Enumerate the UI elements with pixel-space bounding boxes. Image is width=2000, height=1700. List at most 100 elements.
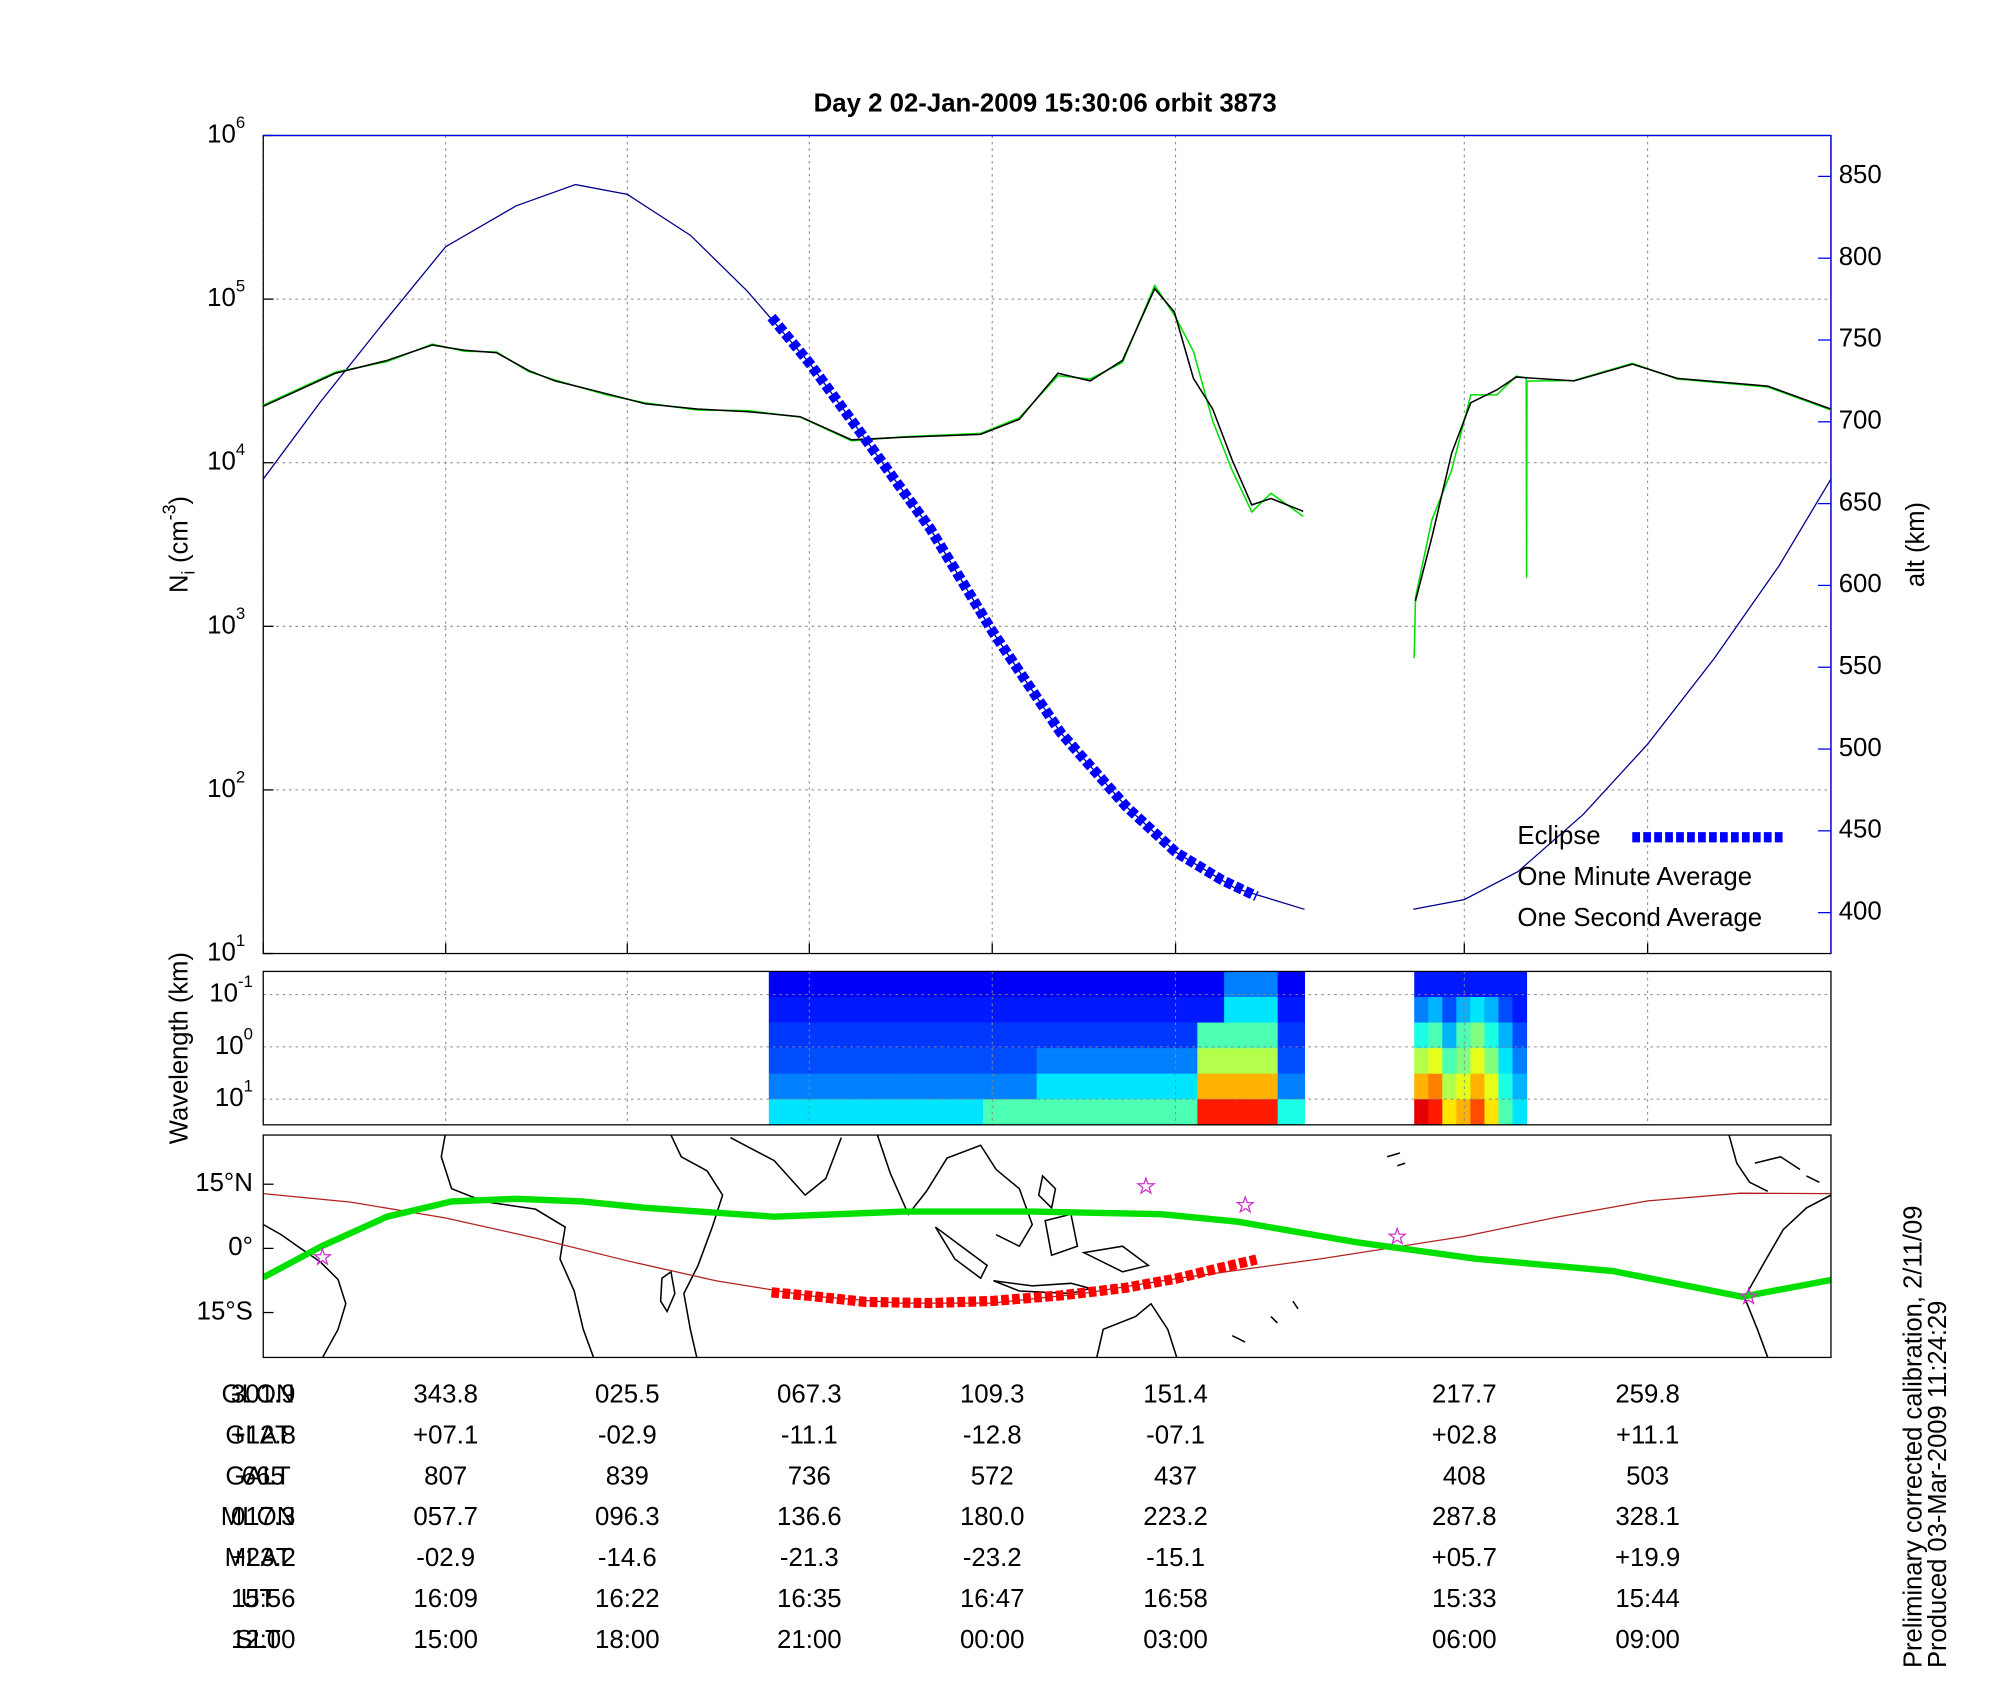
plot-frame	[262, 1134, 1832, 1359]
table-cell: +23.2	[231, 1544, 296, 1572]
spectrogram-cell	[1224, 996, 1252, 1024]
spectrogram-cell	[1170, 1073, 1198, 1100]
spectrogram-cell	[875, 1022, 904, 1049]
spectrogram-cell	[1428, 996, 1443, 1024]
table-cell: 12:00	[231, 1626, 296, 1654]
spectrogram-cell	[1498, 971, 1514, 998]
spectrogram-cell	[875, 971, 904, 998]
spectrogram-cell	[849, 1099, 877, 1126]
spectrogram-cell	[1470, 996, 1485, 1024]
spectrogram-cell	[929, 996, 957, 1024]
table-cell: 665	[242, 1462, 285, 1490]
spectrogram-cell	[849, 1022, 877, 1049]
y-tick-label-exp: 2	[236, 768, 245, 787]
spectrogram-cell	[1170, 996, 1198, 1024]
spectrogram-cell	[1498, 1073, 1514, 1100]
table-row-label: MLON	[221, 1503, 296, 1531]
y-tick-label: 15°S	[197, 1297, 253, 1325]
spectrogram-cell	[1456, 1048, 1471, 1075]
spectrogram-cell	[1456, 996, 1471, 1024]
table-cell: 259.8	[1615, 1381, 1680, 1409]
spectrogram-cell	[1090, 1022, 1118, 1049]
table-cell: 00:00	[960, 1626, 1025, 1654]
table-cell: -02.9	[416, 1544, 475, 1572]
spectrogram-cell	[1428, 1048, 1443, 1075]
y-tick-label: 106	[207, 113, 245, 148]
table-cell: -11.1	[781, 1422, 838, 1450]
spectrogram-cell	[1116, 971, 1145, 998]
spectrogram-cell	[1442, 1022, 1457, 1049]
spectrogram-cell	[1414, 1048, 1429, 1075]
spectrogram-cell	[1484, 996, 1499, 1024]
spectrogram-cell	[1277, 1022, 1305, 1049]
y-label-unit: (cm	[165, 520, 193, 563]
y2-tick-label: 700	[1839, 407, 1882, 435]
table-cell: 807	[424, 1462, 467, 1490]
table-cell: -15.1	[1146, 1544, 1205, 1572]
spectrogram-cell	[956, 1048, 984, 1075]
y-tick-label-base: 10	[207, 448, 236, 476]
spectrogram-cell	[1009, 1073, 1038, 1100]
table-cell: -14.6	[598, 1544, 657, 1572]
spectrogram-cell	[822, 1073, 850, 1100]
spectrogram-cell	[875, 1048, 904, 1075]
spectrogram-cell	[849, 971, 877, 998]
y-axis-label: Ni (cm-3)	[159, 496, 198, 593]
spectrogram-cell	[1197, 1073, 1225, 1100]
spectrogram-cell	[1063, 996, 1091, 1024]
spectrogram-cell	[1456, 1022, 1471, 1049]
table-cell: 15:00	[413, 1626, 478, 1654]
spectrogram-cell	[1470, 1099, 1485, 1126]
table-cell: 408	[1443, 1462, 1486, 1490]
table-cell: -21.3	[780, 1544, 839, 1572]
spectrogram-cell	[1197, 1022, 1225, 1049]
table-cell: 572	[971, 1462, 1014, 1490]
spectrogram-cell	[956, 971, 984, 998]
spectrogram-cell	[1143, 1022, 1172, 1049]
spectrogram-cell	[1414, 1099, 1429, 1126]
y-label-close: )	[165, 496, 193, 505]
spectrogram-cell	[983, 1099, 1011, 1126]
y-tick-label-exp: 1	[244, 1077, 253, 1096]
spectrogram-cell	[983, 971, 1011, 998]
y-tick-label-base: 10	[207, 611, 236, 639]
spectrogram-cell	[768, 1073, 797, 1100]
table-cell: 096.3	[595, 1503, 660, 1531]
y-tick-label: 15°N	[195, 1169, 253, 1197]
spectrogram-cell	[956, 1099, 984, 1126]
spectrogram-cell	[1512, 1022, 1528, 1049]
spectrogram-cell	[1456, 1073, 1471, 1100]
y-tick-label-base: 10	[207, 938, 236, 966]
spectrogram-cell	[822, 996, 850, 1024]
table-cell: 025.5	[595, 1381, 660, 1409]
spectrogram-cell	[1456, 971, 1471, 998]
spectrogram-cell	[1484, 1048, 1499, 1075]
table-cell: 067.3	[777, 1381, 842, 1409]
spectrogram-cell	[1277, 1099, 1305, 1126]
y2-tick-label: 650	[1839, 488, 1882, 516]
spectrogram-cell	[1116, 1022, 1145, 1049]
y-tick-label: 101	[215, 1077, 253, 1112]
spectrogram-cell	[1116, 1099, 1145, 1126]
spectrogram-cell	[849, 1073, 877, 1100]
table-cell: 15:44	[1615, 1585, 1680, 1613]
star-marker	[1738, 1286, 1759, 1305]
spectrogram-cell	[1414, 1022, 1429, 1049]
spectrogram-cell	[1470, 1048, 1485, 1075]
spectrogram-cell	[929, 1048, 957, 1075]
spectrogram-cell	[1197, 971, 1225, 998]
table-cell: 057.7	[413, 1503, 478, 1531]
spectrogram-cell	[1197, 1099, 1225, 1126]
table-cell: 15:33	[1432, 1585, 1497, 1613]
spectrogram-cell	[1009, 996, 1038, 1024]
table-cell: 017.3	[231, 1503, 296, 1531]
spectrogram-cell	[1250, 1099, 1279, 1126]
y-tick-label-exp: 4	[236, 441, 245, 460]
table-cell: 839	[606, 1462, 649, 1490]
y-tick-label: 0°	[228, 1233, 253, 1261]
spectrogram-cell	[1442, 971, 1457, 998]
star-marker	[1136, 1176, 1156, 1195]
table-cell: 736	[788, 1462, 831, 1490]
table-cell: +12.8	[231, 1422, 296, 1450]
spectrogram-cell	[1090, 1099, 1118, 1126]
